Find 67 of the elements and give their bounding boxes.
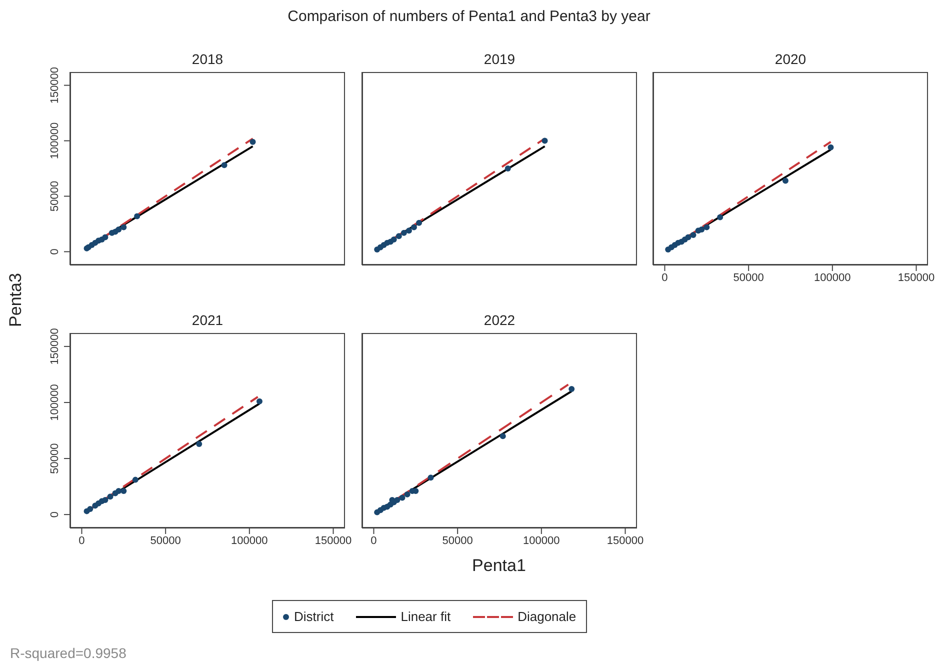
y-tick-label: 0 [49,248,61,255]
legend-label: Diagonale [518,609,576,624]
point [394,496,400,503]
point [102,496,108,503]
x-tick-label: 0 [662,272,668,284]
x-tick-label: 100000 [814,272,851,284]
point [717,214,724,220]
y-tick-label: 50000 [49,180,61,212]
chart-title: 2021 [190,311,224,330]
point [256,398,262,404]
chart-title: 2022 [482,311,516,330]
point [107,494,114,500]
point [504,166,511,172]
y-tick-label: 100000 [49,384,61,421]
chart-title: 2018 [190,50,224,69]
point [120,488,127,494]
legend-label: District [294,609,334,624]
point [132,476,138,483]
point [87,506,94,512]
chart-title: 2020 [774,50,808,69]
point [416,220,422,226]
x-tick-label: 150000 [606,534,644,547]
point [428,474,434,481]
point [102,234,108,240]
point [116,488,122,494]
point [221,162,228,168]
point [690,232,696,238]
point [500,433,506,440]
text: Comparison of numbers of Penta1 and Penta3 by year [286,8,652,25]
chart-title: 2019 [482,50,516,69]
y-tick-label: 150000 [49,328,61,365]
point [250,138,256,145]
legend-label: Linear fit [400,609,451,624]
point [116,226,122,233]
y-tick-label: 0 [49,511,61,518]
point [410,224,417,230]
y-tick-label: 50000 [49,443,61,474]
point [782,178,788,184]
point [704,224,710,230]
point [568,386,575,392]
point [685,234,692,240]
point [120,224,127,230]
point [698,226,705,233]
x-axis-title: Penta1 [472,556,526,576]
x-tick-label: 0 [78,534,85,547]
point [404,491,410,498]
point [406,228,412,234]
x-tick-label: 50000 [150,534,181,547]
text: R-squared=0.9958 [10,645,126,661]
point [390,236,397,242]
y-axis-title: Penta3 [6,273,26,327]
x-tick-label: 100000 [231,534,268,547]
point [828,144,834,150]
y-tick-label: 150000 [49,66,61,104]
x-tick-label: 0 [370,534,377,547]
point [542,138,548,144]
point [400,230,407,236]
x-tick-label: 150000 [314,534,352,547]
point [134,213,140,220]
y-tick-label: 100000 [49,122,61,160]
point [399,494,406,501]
x-tick-label: 50000 [733,272,764,284]
x-tick-label: 150000 [898,272,935,284]
x-tick-label: 50000 [442,534,473,547]
point [396,233,402,240]
x-tick-label: 100000 [523,534,560,547]
point [196,440,202,447]
